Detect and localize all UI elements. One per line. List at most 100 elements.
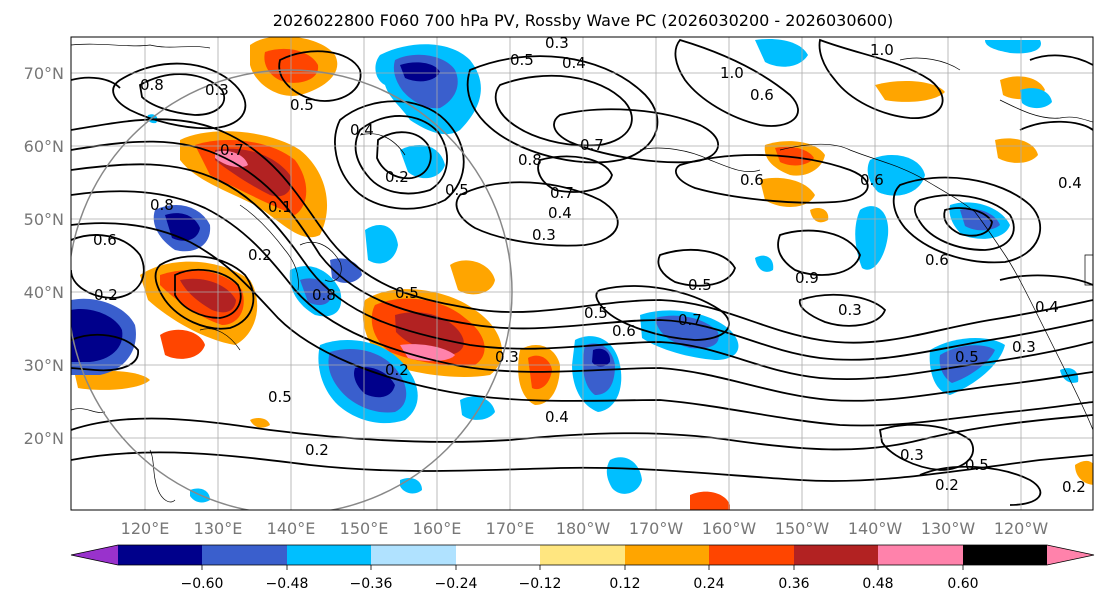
lon-label: 140°E [267, 519, 316, 538]
colorbar-tick-label: 0.24 [693, 576, 724, 592]
map-frame [70, 36, 1094, 511]
contour-label: 0.6 [750, 86, 774, 104]
longitude-labels: 120°E 130°E 140°E 150°E 160°E 170°E 180°… [121, 519, 1049, 538]
contour-label: 0.4 [562, 54, 586, 72]
lon-label: 150°E [340, 519, 389, 538]
contour-label: 1.0 [720, 64, 744, 82]
contour-label: 0.5 [955, 348, 979, 366]
colorbar-segment [540, 545, 625, 565]
colorbar-tick-label: 0.60 [947, 576, 978, 592]
lat-label: 20°N [24, 429, 64, 448]
contour-label: 0.8 [140, 76, 164, 94]
colorbar-tick-label: 0.12 [609, 576, 640, 592]
colorbar-segment [878, 545, 963, 565]
colorbar-tick-label: −0.24 [435, 576, 478, 592]
colorbar-tick-label: −0.60 [181, 576, 224, 592]
contour-label: 0.2 [94, 286, 118, 304]
lon-label: 120°W [994, 519, 1049, 538]
colorbar-segment [371, 545, 456, 565]
contour-label: 0.3 [900, 446, 924, 464]
colorbar-tick-label: −0.12 [519, 576, 562, 592]
contour-label: 0.6 [93, 231, 117, 249]
map-area: 0.3 0.5 0.4 1.0 0.6 0.8 0.3 0.5 0.4 0.7 … [71, 34, 1093, 510]
contour-label: 0.3 [1012, 338, 1036, 356]
lon-label: 160°W [702, 519, 757, 538]
lat-label: 50°N [24, 210, 64, 229]
contour-label: 0.4 [545, 408, 569, 426]
colorbar-segment [202, 545, 287, 565]
map-title: 2026022800 F060 700 hPa PV, Rossby Wave … [273, 11, 894, 30]
contour-label: 0.3 [545, 34, 569, 52]
colorbar-extend-min [71, 545, 118, 565]
pv-contours [71, 38, 1093, 506]
contour-label: 0.2 [385, 361, 409, 379]
colorbar-tick-label: 0.48 [862, 576, 893, 592]
lat-label: 40°N [24, 283, 64, 302]
lat-label: 60°N [24, 137, 64, 156]
colorbar-segment [963, 545, 1047, 565]
graticule [71, 37, 1093, 510]
contour-label: 0.5 [510, 51, 534, 69]
lat-label: 30°N [24, 356, 64, 375]
contour-label: 1.0 [870, 41, 894, 59]
colorbar-segment [709, 545, 794, 565]
lon-label: 130°W [921, 519, 976, 538]
contour-label: 0.2 [935, 476, 959, 494]
contour-label: 0.6 [740, 171, 764, 189]
contour-label: 0.4 [548, 204, 572, 222]
colorbar: −0.60 −0.48 −0.36 −0.24 −0.12 0.12 0.24 … [70, 544, 1095, 592]
contour-label: 0.2 [1062, 478, 1086, 496]
colorbar-tick-label: 0.36 [778, 576, 809, 592]
contour-label: 0.1 [268, 198, 292, 216]
contour-label: 0.6 [860, 171, 884, 189]
lon-label: 160°E [413, 519, 462, 538]
contour-label: 0.8 [312, 286, 336, 304]
contour-label: 0.2 [385, 168, 409, 186]
contour-label: 0.4 [350, 121, 374, 139]
contour-label: 0.7 [580, 136, 604, 154]
lon-label: 170°W [629, 519, 684, 538]
lat-label: 70°N [24, 64, 64, 83]
contour-label: 0.5 [965, 456, 989, 474]
colorbar-segment [456, 545, 540, 565]
colorbar-segment [794, 545, 878, 565]
lon-label: 140°W [848, 519, 903, 538]
contour-labels: 0.3 0.5 0.4 1.0 0.6 0.8 0.3 0.5 0.4 0.7 … [93, 34, 1086, 496]
colorbar-segment [287, 545, 371, 565]
contour-label: 0.2 [248, 246, 272, 264]
contour-label: 0.3 [495, 348, 519, 366]
contour-label: 0.5 [290, 96, 314, 114]
colorbar-tick-label: −0.36 [350, 576, 393, 592]
lon-label: 130°E [194, 519, 243, 538]
contour-label: 0.5 [584, 304, 608, 322]
contour-label: 0.7 [678, 311, 702, 329]
lon-label: 150°W [775, 519, 830, 538]
range-circle [71, 69, 513, 510]
contour-label: 0.3 [532, 226, 556, 244]
contour-label: 0.7 [220, 141, 244, 159]
contour-label: 0.6 [925, 251, 949, 269]
contour-label: 0.4 [1035, 298, 1059, 316]
colorbar-segment [625, 545, 709, 565]
contour-label: 0.4 [1058, 174, 1082, 192]
latitude-labels: 70°N 60°N 50°N 40°N 30°N 20°N [24, 64, 64, 448]
colorbar-extend-max [1047, 545, 1094, 565]
contour-label: 0.7 [550, 184, 574, 202]
contour-label: 0.8 [518, 151, 542, 169]
colorbar-segment [118, 545, 202, 565]
contour-label: 0.5 [445, 181, 469, 199]
contour-label: 0.9 [795, 269, 819, 287]
contour-label: 0.5 [395, 284, 419, 302]
lon-label: 120°E [121, 519, 170, 538]
contour-label: 0.5 [688, 276, 712, 294]
contour-label: 0.6 [612, 322, 636, 340]
contour-label: 0.3 [205, 81, 229, 99]
contour-label: 0.2 [305, 441, 329, 459]
pv-anomaly-shading [71, 37, 1093, 510]
lon-label: 170°E [486, 519, 535, 538]
colorbar-tick-label: −0.48 [266, 576, 309, 592]
contour-label: 0.5 [268, 388, 292, 406]
coastlines [71, 43, 1093, 503]
contour-label: 0.8 [150, 196, 174, 214]
lon-label: 180°W [556, 519, 611, 538]
